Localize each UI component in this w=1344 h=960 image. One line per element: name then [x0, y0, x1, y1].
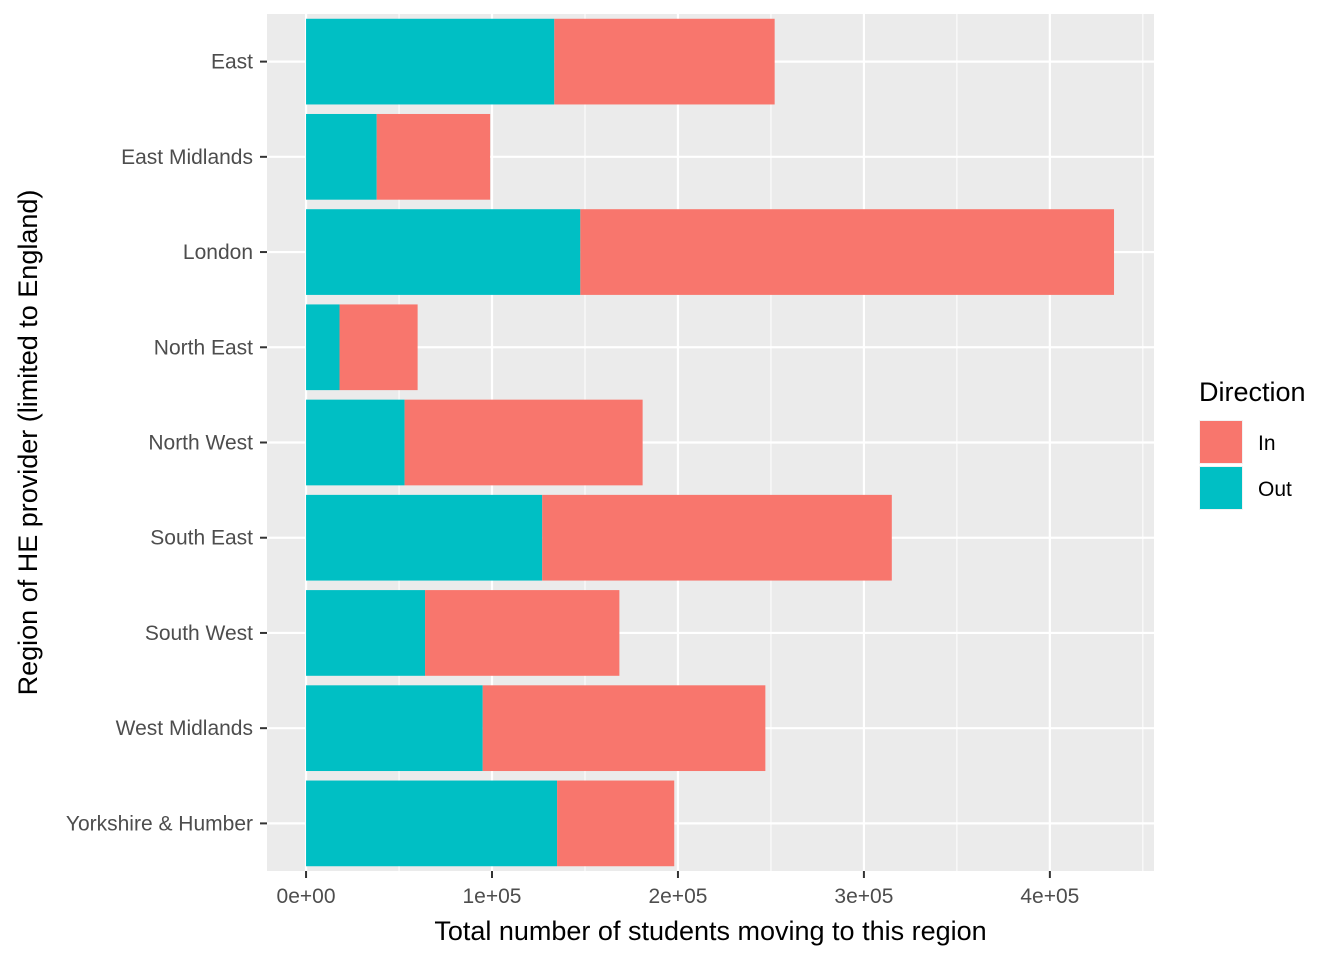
bar-in-north-west [404, 399, 643, 486]
x-tick-label: 4e+05 [1020, 885, 1079, 908]
bar-out-east-midlands [306, 113, 377, 200]
y-tick-label: North East [154, 336, 253, 359]
y-tick-label: South West [145, 622, 253, 645]
x-axis-title: Total number of students moving to this … [434, 916, 986, 946]
y-tick-label: West Midlands [116, 717, 253, 740]
x-axis: 0e+00 1e+05 2e+05 3e+05 4e+05 [277, 871, 1079, 908]
bar-out-west-midlands [306, 685, 483, 772]
bars [306, 18, 1115, 867]
bar-in-south-west [425, 590, 620, 676]
x-tick-label: 0e+00 [277, 885, 336, 908]
x-tick-label: 3e+05 [834, 885, 893, 908]
legend: Direction In Out [1199, 377, 1306, 510]
bar-out-south-east [306, 494, 543, 581]
y-axis-title: Region of HE provider (limited to Englan… [13, 190, 43, 696]
bar-in-east [554, 18, 775, 105]
bar-out-south-west [306, 590, 426, 676]
bar-in-west-midlands [482, 685, 766, 772]
x-tick-label: 2e+05 [648, 885, 707, 908]
bar-out-london [306, 209, 581, 295]
bar-out-north-east [306, 304, 340, 391]
bar-in-north-east [339, 304, 418, 391]
bar-out-east [306, 18, 555, 105]
bar-in-south-east [542, 494, 892, 581]
y-tick-label: London [183, 241, 253, 264]
bar-out-north-west [306, 399, 405, 486]
y-tick-label: Yorkshire & Humber [66, 812, 253, 835]
x-tick-label: 1e+05 [463, 885, 522, 908]
legend-title: Direction [1199, 377, 1306, 407]
y-axis: East East Midlands London North East North W… [66, 51, 267, 835]
y-tick-label: East Midlands [121, 146, 253, 169]
bar-in-east-midlands [376, 113, 491, 200]
bar-in-yorkshire-humber [557, 780, 675, 867]
legend-swatch-out [1200, 467, 1242, 509]
legend-swatch-in [1200, 421, 1242, 463]
bar-in-london [580, 209, 1115, 295]
legend-label-out: Out [1258, 478, 1292, 501]
y-tick-label: South East [150, 527, 253, 550]
bar-out-yorkshire-humber [306, 780, 558, 867]
legend-label-in: In [1258, 432, 1276, 455]
y-tick-label: North West [148, 432, 253, 455]
y-tick-label: East [211, 51, 253, 74]
